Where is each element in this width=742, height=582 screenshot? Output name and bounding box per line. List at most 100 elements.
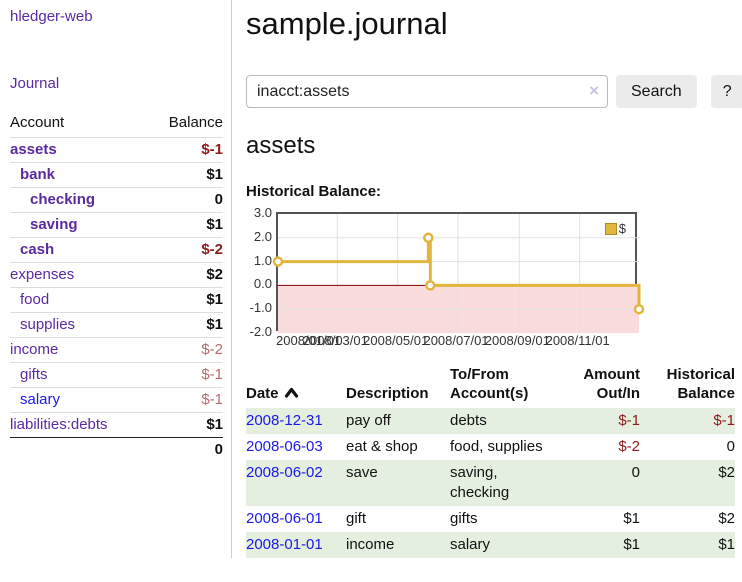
x-tick-label: 2008/03/01 <box>302 333 368 348</box>
register-row: 2008-01-01 income salary $1 $1 <box>246 532 735 558</box>
search-button[interactable]: Search <box>616 75 697 108</box>
account-balance: $1 <box>206 216 223 233</box>
transaction-balance: $2 <box>718 464 735 481</box>
transaction-account: saving, checking <box>450 464 510 501</box>
register-header-date[interactable]: Date <box>246 363 346 408</box>
x-tick-label: 2008/09/01 <box>484 333 550 348</box>
account-balance: $1 <box>206 166 223 183</box>
account-link-saving[interactable]: saving <box>30 216 78 233</box>
page: hledger-web Journal Account Balance asse… <box>0 0 742 558</box>
account-row: assets $-1 <box>10 137 223 162</box>
account-balance: $-2 <box>201 341 223 358</box>
register-header-date-label: Date <box>246 385 279 402</box>
register-header-balance: Historical Balance <box>666 366 735 402</box>
register-header-row: Date Description To/From Account(s) Amou… <box>246 363 735 408</box>
account-link-bank[interactable]: bank <box>20 166 56 183</box>
sidebar: hledger-web Journal Account Balance asse… <box>0 0 232 558</box>
account-row: saving $1 <box>10 212 223 237</box>
transaction-description: eat & shop <box>346 438 418 455</box>
transaction-balance: $-1 <box>713 412 735 429</box>
chart-legend: $ <box>602 220 628 237</box>
y-tick-label: 0.0 <box>253 276 272 292</box>
account-link-supplies[interactable]: supplies <box>20 316 76 333</box>
chart-heading: Historical Balance: <box>246 183 382 200</box>
register-row: 2008-06-01 gift gifts $1 $2 <box>246 506 735 532</box>
chart-canvas <box>272 214 645 333</box>
register-row: 2008-12-31 pay off debts $-1 $-1 <box>246 408 735 434</box>
y-tick-label: 2.0 <box>253 228 272 244</box>
search-bar: × Search ? <box>246 75 742 108</box>
chart-plot-area: $ <box>272 212 645 333</box>
main-content: sample.journal × Search ? assets Histori… <box>232 0 742 558</box>
x-tick-label: 2008/07/01 <box>423 333 489 348</box>
transaction-account: gifts <box>450 510 478 527</box>
account-balance: 0 <box>214 191 223 208</box>
transaction-date-link[interactable]: 2008-06-03 <box>246 438 323 455</box>
transaction-date-link[interactable]: 2008-06-01 <box>246 510 323 527</box>
account-link-gifts[interactable]: gifts <box>20 366 48 383</box>
app-title-link[interactable]: hledger-web <box>10 8 93 25</box>
account-row: gifts $-1 <box>10 362 223 387</box>
transaction-date-link[interactable]: 2008-06-02 <box>246 464 323 481</box>
account-balance: $1 <box>206 291 223 308</box>
register-header-amount: Amount Out/In <box>583 366 640 402</box>
clear-search-icon[interactable]: × <box>589 81 599 100</box>
legend-swatch-icon <box>604 222 617 235</box>
account-heading: assets <box>246 132 316 159</box>
transaction-balance: $1 <box>718 536 735 553</box>
transaction-balance: 0 <box>726 438 735 455</box>
account-link-salary[interactable]: salary <box>20 391 61 408</box>
x-tick-label: 2008/05/01 <box>363 333 429 348</box>
transaction-date-link[interactable]: 2008-12-31 <box>246 412 323 429</box>
transaction-amount: $1 <box>623 536 640 553</box>
help-button[interactable]: ? <box>710 75 742 108</box>
register-row: 2008-06-02 save saving, checking 0 $2 <box>246 460 735 506</box>
account-row: food $1 <box>10 287 223 312</box>
account-balance: $-1 <box>201 391 223 408</box>
legend-label: $ <box>618 221 626 236</box>
account-link-cash[interactable]: cash <box>20 241 55 258</box>
account-row: checking 0 <box>10 187 223 212</box>
transaction-amount: $-2 <box>618 438 640 455</box>
transaction-description: gift <box>346 510 367 527</box>
transaction-balance: $2 <box>718 510 735 527</box>
chart-y-axis-labels: 3.0 2.0 1.0 0.0 -1.0 -2.0 <box>246 206 272 338</box>
register-header-account: To/From Account(s) <box>450 366 529 402</box>
transaction-amount: $1 <box>623 510 640 527</box>
account-link-liabilities-debts[interactable]: liabilities:debts <box>10 416 108 433</box>
accounts-table-header: Account Balance <box>10 111 223 137</box>
account-row: liabilities:debts $1 <box>10 412 223 437</box>
account-row: income $-2 <box>10 337 223 362</box>
transaction-amount: $-1 <box>618 412 640 429</box>
account-link-food[interactable]: food <box>20 291 50 308</box>
account-balance: $1 <box>206 416 223 433</box>
account-link-assets[interactable]: assets <box>10 141 57 158</box>
account-link-expenses[interactable]: expenses <box>10 266 75 283</box>
accounts-header-balance: Balance <box>168 114 223 131</box>
sort-ascending-icon <box>284 384 299 403</box>
transaction-date-link[interactable]: 2008-01-01 <box>246 536 323 553</box>
account-balance: $1 <box>206 316 223 333</box>
transaction-account: food, supplies <box>450 438 543 455</box>
y-tick-label: -2.0 <box>249 324 272 339</box>
sidebar-item-journal[interactable]: Journal <box>10 75 60 92</box>
accounts-header-account: Account <box>10 114 65 131</box>
page-title: sample.journal <box>246 6 448 41</box>
accounts-total-row: 0 <box>10 437 223 461</box>
historical-balance-chart: 3.0 2.0 1.0 0.0 -1.0 -2.0 $ 2008/01/01 2008/03… <box>246 206 735 348</box>
account-balance: $-2 <box>201 241 223 258</box>
register-header-description: Description <box>346 385 429 402</box>
account-link-checking[interactable]: checking <box>30 191 96 208</box>
y-tick-label: 1.0 <box>253 252 272 268</box>
transaction-account: salary <box>450 536 491 553</box>
account-row: expenses $2 <box>10 262 223 287</box>
x-tick-label: 2008/11/01 <box>545 333 610 348</box>
accounts-total-value: 0 <box>214 441 223 458</box>
y-tick-label: -1.0 <box>249 300 272 316</box>
account-balance: $-1 <box>201 366 223 383</box>
account-link-income[interactable]: income <box>10 341 59 358</box>
transaction-account: debts <box>450 412 487 429</box>
search-input[interactable] <box>246 75 608 108</box>
account-balance: $2 <box>206 266 223 283</box>
x-tick-label: 2008/01/01 <box>276 333 342 348</box>
